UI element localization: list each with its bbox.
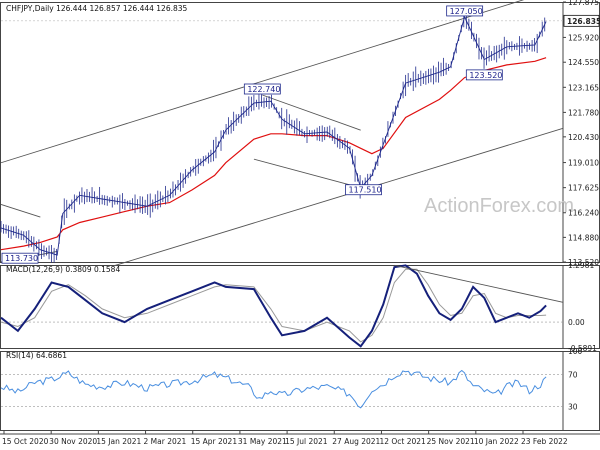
price-annotation-box bbox=[446, 5, 484, 17]
price-annotation: 113.730 bbox=[5, 254, 38, 263]
price-tick-label: 121.780 bbox=[568, 108, 599, 117]
time-tick-label: 15 Oct 2020 bbox=[2, 437, 49, 446]
time-tick-label: 2 Mar 2021 bbox=[144, 437, 187, 446]
price-line bbox=[0, 15, 547, 256]
price-annotation-box bbox=[243, 83, 281, 95]
time-tick-label: 27 Aug 2021 bbox=[332, 437, 380, 446]
macd-tick-label: 0.00 bbox=[568, 318, 585, 327]
macd-tick-label: -0.5891 bbox=[568, 344, 597, 353]
panel-frames bbox=[0, 2, 600, 435]
price-tick-label: 124.550 bbox=[568, 58, 599, 67]
time-tick-label: 30 Nov 2020 bbox=[49, 437, 97, 446]
moving-average-line bbox=[0, 57, 547, 251]
channel-line bbox=[113, 127, 564, 267]
time-tick-label: 25 Nov 2021 bbox=[427, 437, 475, 446]
rsi-tick-label: 100 bbox=[568, 347, 583, 356]
rsi-lines bbox=[0, 369, 563, 409]
rsi-tick-label: 70 bbox=[568, 371, 578, 380]
channel-line bbox=[0, 203, 41, 218]
rsi-header: RSI(14) 64.6861 bbox=[6, 351, 67, 360]
price-tick-label: 119.010 bbox=[568, 159, 599, 168]
time-tick-label: 31 May 2021 bbox=[238, 437, 287, 446]
price-annotation: 117.510 bbox=[348, 186, 381, 195]
time-tick-label: 15 Jan 2021 bbox=[96, 437, 141, 446]
price-tick-label: 123.165 bbox=[568, 83, 599, 92]
channel-line bbox=[262, 94, 361, 131]
price-annotation: 122.740 bbox=[247, 85, 280, 94]
macd-frame bbox=[0, 265, 600, 349]
price-tick-label: 125.920 bbox=[568, 33, 599, 42]
price-tick-label: 113.520 bbox=[568, 258, 599, 267]
macd-lines bbox=[0, 264, 564, 348]
price-annotation-box bbox=[1, 252, 39, 264]
last-price-box bbox=[563, 14, 600, 27]
macd-line bbox=[0, 264, 547, 348]
macd-signal-line bbox=[0, 268, 547, 343]
price-annotation-box bbox=[465, 69, 503, 81]
watermark: ActionForex.com bbox=[424, 195, 574, 217]
price-tick-label: 116.240 bbox=[568, 209, 599, 218]
price-annotation: 127.050 bbox=[450, 7, 483, 16]
macd-header: MACD(12,26,9) 0.3809 0.1584 bbox=[6, 265, 120, 274]
price-lines bbox=[0, 0, 564, 267]
price-annotation: 123.520 bbox=[469, 71, 502, 80]
price-header: CHFJPY,Daily 126.444 126.857 126.444 126… bbox=[6, 4, 188, 13]
price-tick-label: 120.430 bbox=[568, 133, 599, 142]
price-bars bbox=[0, 8, 546, 263]
time-tick-label: 15 Jul 2021 bbox=[285, 437, 328, 446]
price-frame bbox=[0, 2, 600, 263]
time-tick-label: 23 Feb 2022 bbox=[521, 437, 568, 446]
macd-tick-label: 1.2981 bbox=[568, 261, 594, 270]
price-tick-label: 114.880 bbox=[568, 233, 599, 242]
channel-line bbox=[0, 0, 524, 164]
rsi-line bbox=[0, 369, 547, 409]
price-tick-label: 117.625 bbox=[568, 184, 599, 193]
price-annotations: 127.050 122.740 123.520 117.510 113.730 bbox=[1, 5, 503, 264]
time-tick-label: 15 Apr 2021 bbox=[191, 437, 238, 446]
price-tick-label: 127.875 bbox=[568, 0, 599, 7]
macd-trend-line bbox=[394, 264, 564, 303]
last-price-label: 126.835 bbox=[567, 17, 600, 26]
rsi-tick-label: 30 bbox=[568, 402, 578, 411]
time-tick-label: 12 Oct 2021 bbox=[379, 437, 426, 446]
price-annotation-box bbox=[345, 184, 382, 196]
time-tick-label: 10 Jan 2022 bbox=[474, 437, 519, 446]
